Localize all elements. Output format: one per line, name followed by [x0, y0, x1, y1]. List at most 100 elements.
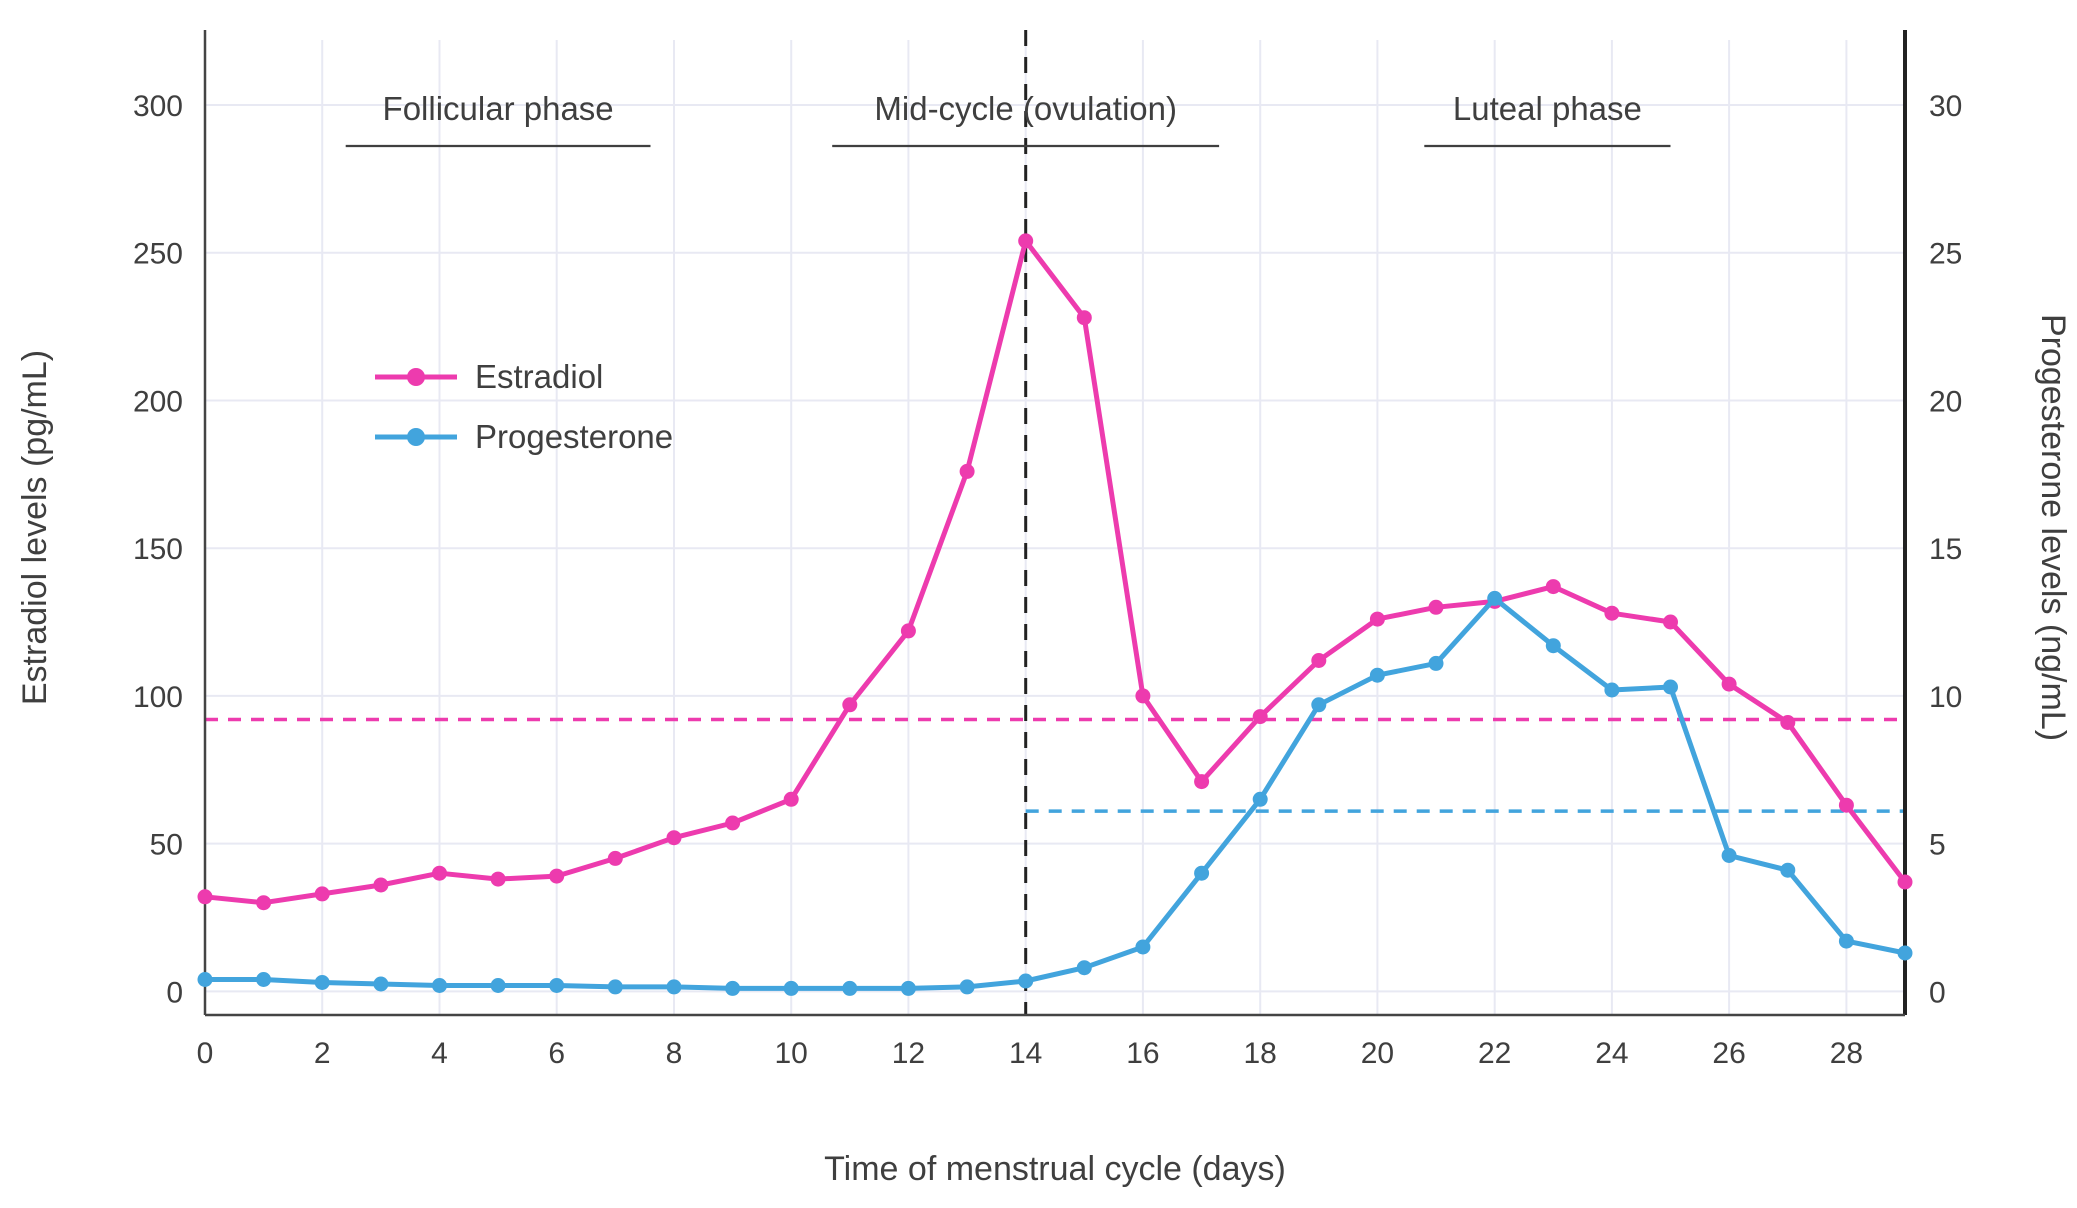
progesterone-marker [842, 980, 858, 996]
legend-label: Progesterone [475, 418, 673, 455]
estradiol-marker [432, 865, 447, 881]
progesterone-marker [959, 979, 975, 995]
svg-text:30: 30 [1929, 90, 1962, 123]
estradiol-marker [490, 871, 506, 887]
progesterone-marker [1194, 865, 1210, 881]
estradiol-marker [1018, 233, 1034, 249]
estradiol-marker [1604, 605, 1620, 621]
progesterone-marker [1076, 960, 1092, 976]
svg-text:10: 10 [1929, 681, 1962, 714]
svg-text:4: 4 [431, 1037, 448, 1070]
progesterone-marker [1545, 638, 1561, 654]
progesterone-marker [783, 980, 799, 996]
phase-annotation-0: Follicular phase [345, 90, 651, 148]
gridlines [204, 40, 1905, 1015]
phase-annotation-1: Mid-cycle (ovulation) [832, 90, 1220, 148]
svg-text:0: 0 [1929, 976, 1946, 1009]
phase-label: Follicular phase [383, 90, 614, 127]
legend-label: Estradiol [475, 358, 603, 395]
svg-text:250: 250 [133, 238, 183, 271]
progesterone-marker [1838, 933, 1854, 949]
progesterone-marker [1897, 945, 1913, 961]
legend-marker [407, 368, 425, 386]
estradiol-marker [1721, 676, 1737, 692]
estradiol-marker [900, 623, 916, 639]
svg-text:0: 0 [197, 1037, 214, 1070]
x-tick-labels: 0 2 4 6 8 10 12 14 16 18 20 22 24 26 28 [197, 1037, 1863, 1070]
estradiol-series [197, 233, 1913, 911]
progesterone-marker [1663, 679, 1678, 695]
estradiol-marker [373, 877, 389, 893]
estradiol-marker [1252, 709, 1268, 725]
svg-text:20: 20 [1929, 386, 1962, 419]
estradiol-marker [549, 868, 565, 884]
progesterone-marker [607, 979, 623, 995]
progesterone-marker [1311, 697, 1327, 713]
estradiol-marker [1428, 599, 1444, 615]
estradiol-marker [1545, 579, 1561, 595]
progesterone-marker [314, 975, 330, 990]
progesterone-marker [1780, 862, 1796, 878]
x-axis-title: Time of menstrual cycle (days) [824, 1150, 1286, 1188]
svg-text:14: 14 [1009, 1037, 1042, 1070]
right-y-axis-title: Progesterone levels (ng/mL) [2034, 314, 2072, 741]
svg-text:18: 18 [1244, 1037, 1277, 1070]
svg-text:28: 28 [1830, 1037, 1863, 1070]
svg-text:200: 200 [133, 386, 183, 419]
estradiol-marker [1780, 715, 1796, 730]
svg-text:6: 6 [548, 1037, 565, 1070]
svg-text:22: 22 [1478, 1037, 1511, 1070]
progesterone-marker [1428, 655, 1444, 671]
progesterone-marker [1369, 667, 1385, 683]
estradiol-marker [197, 889, 213, 905]
svg-text:2: 2 [314, 1037, 331, 1070]
estradiol-marker [1369, 611, 1385, 627]
svg-text:12: 12 [892, 1037, 925, 1070]
progesterone-marker [666, 979, 682, 995]
legend-entry-estradiol[interactable]: Estradiol [375, 358, 603, 395]
progesterone-marker [1135, 939, 1151, 955]
left-y-axis-title: Estradiol levels (pg/mL) [16, 350, 54, 705]
estradiol-marker [1897, 874, 1913, 890]
estradiol-marker [842, 697, 858, 713]
svg-text:24: 24 [1595, 1037, 1628, 1070]
progesterone-marker [197, 972, 213, 987]
svg-text:300: 300 [133, 90, 183, 123]
estradiol-marker [1135, 688, 1151, 704]
progesterone-marker [432, 978, 447, 993]
progesterone-series [197, 590, 1913, 996]
svg-text:26: 26 [1712, 1037, 1745, 1070]
progesterone-marker [1721, 848, 1737, 863]
svg-text:8: 8 [666, 1037, 683, 1070]
estradiol-marker [256, 895, 272, 911]
phase-label: Mid-cycle (ovulation) [874, 90, 1177, 127]
progesterone-marker [373, 976, 389, 992]
estradiol-marker [314, 886, 330, 902]
legend: Estradiol Progesterone [375, 358, 673, 455]
progesterone-marker [1604, 682, 1620, 698]
legend-entry-progesterone[interactable]: Progesterone [375, 418, 673, 455]
estradiol-marker [1663, 614, 1678, 630]
estradiol-marker [1076, 310, 1092, 326]
right-y-tick-labels: 0 5 10 15 20 25 30 [1929, 90, 1962, 1009]
left-y-tick-labels: 0 50 100 150 200 250 300 [133, 90, 183, 1009]
svg-text:5: 5 [1929, 829, 1946, 862]
progesterone-marker [490, 978, 506, 993]
estradiol-marker [725, 815, 741, 831]
progesterone-marker [549, 978, 565, 993]
phase-label: Luteal phase [1453, 90, 1642, 127]
svg-text:10: 10 [775, 1037, 808, 1070]
phase-annotation-2: Luteal phase [1424, 90, 1671, 148]
estradiol-marker [1194, 774, 1210, 790]
legend-marker [407, 428, 425, 446]
estradiol-marker [783, 791, 799, 807]
svg-text:25: 25 [1929, 238, 1962, 271]
estradiol-marker [1838, 797, 1854, 813]
progesterone-marker [1487, 590, 1503, 606]
estradiol-marker [666, 830, 682, 846]
svg-text:50: 50 [150, 829, 183, 862]
estradiol-marker [1311, 653, 1327, 668]
svg-text:100: 100 [133, 681, 183, 714]
